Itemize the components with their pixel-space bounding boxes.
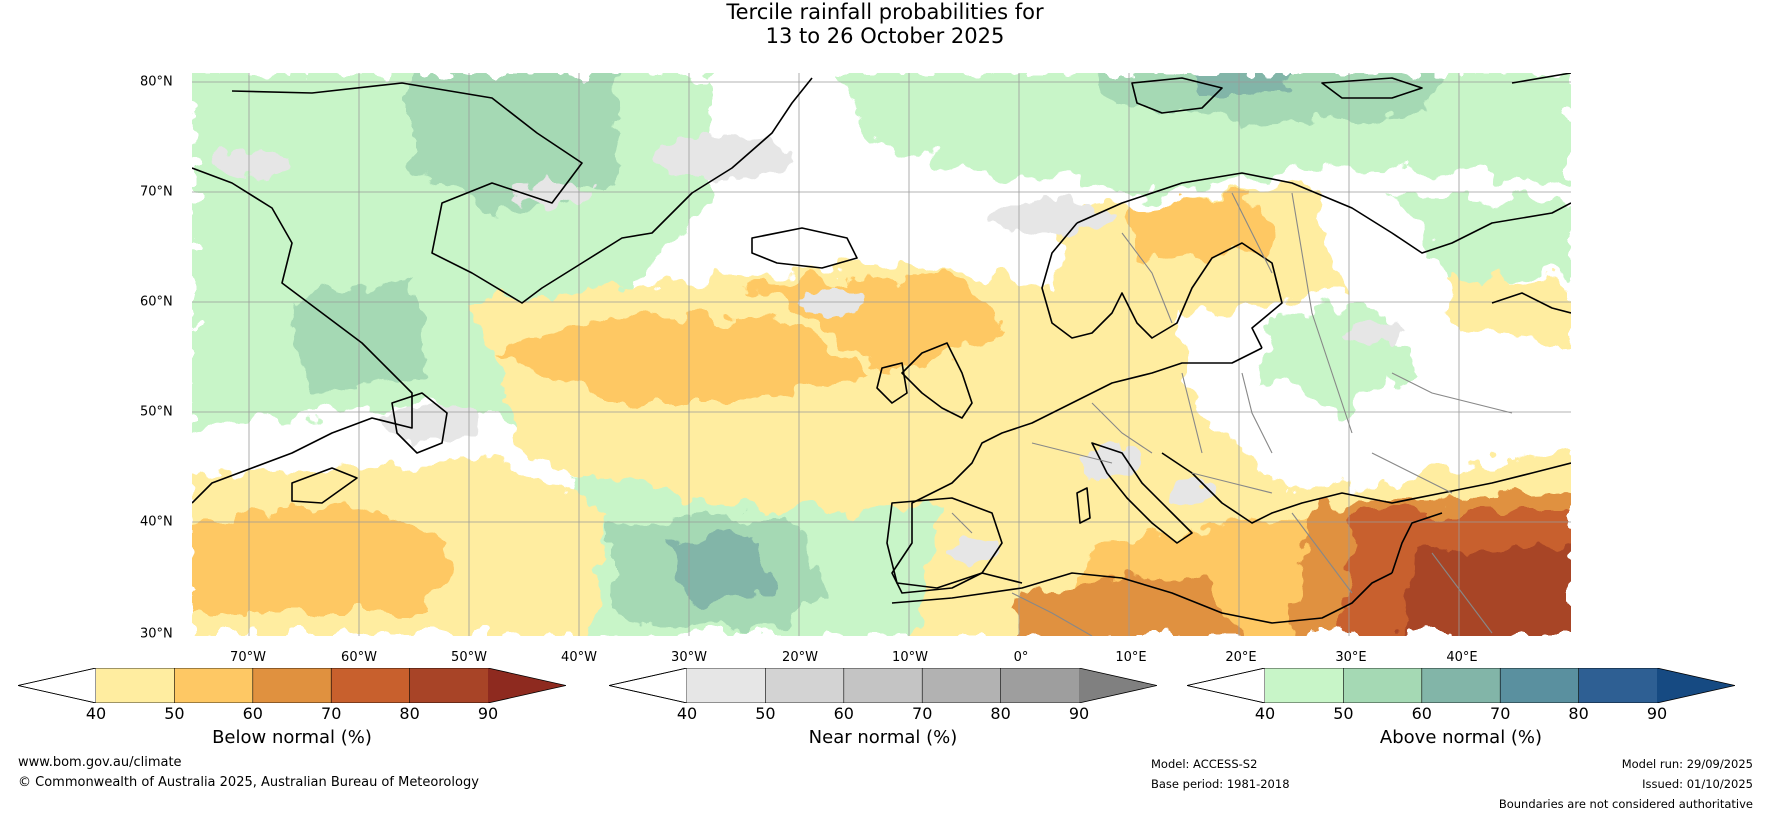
lon-label-10e: 10°E (1115, 650, 1147, 665)
lon-label-30e: 30°E (1335, 650, 1367, 665)
colorbar-segment (1343, 668, 1423, 703)
footer-model: Model: ACCESS-S2 (1151, 757, 1258, 771)
colorbar-max-extension (488, 668, 566, 703)
colorbar-segment (174, 668, 254, 703)
colorbar-segment (409, 668, 489, 703)
chart-title: Tercile rainfall probabilities for 13 to… (0, 0, 1770, 48)
rainfall-probability-map (192, 73, 1571, 636)
colorbar-tick-label: 90 (477, 704, 499, 723)
colorbar-tick-label: 40 (1254, 704, 1276, 723)
colorbar-segment (1500, 668, 1580, 703)
lat-label-40n: 40°N (140, 514, 173, 530)
lon-label-20w: 20°W (782, 650, 818, 665)
footer-issued: Issued: 01/10/2025 (1642, 777, 1753, 791)
footer-disclaimer: Boundaries are not considered authoritat… (1498, 797, 1753, 811)
colorbar-tick-label: 70 (321, 704, 342, 723)
colorbar-svg-above-normal (1186, 667, 1736, 704)
map-canvas (192, 73, 1571, 636)
colorbar-segment (765, 668, 845, 703)
colorbar-tick-label: 60 (242, 704, 263, 723)
colorbar-tick-label: 60 (833, 704, 854, 723)
lon-label-70w: 70°W (230, 650, 266, 665)
colorbar-above-normal (1186, 667, 1736, 704)
colorbar-tick-label: 60 (1411, 704, 1432, 723)
lat-label-60n: 60°N (140, 294, 173, 310)
footer-website: www.bom.gov.au/climate (18, 755, 182, 770)
legend-title-near-normal: Near normal (%) (808, 727, 958, 748)
colorbar-segment (1000, 668, 1080, 703)
lon-label-50w: 50°W (451, 650, 487, 665)
lat-label-50n: 50°N (140, 404, 173, 420)
footer-model-run: Model run: 29/09/2025 (1621, 757, 1753, 771)
probability-shading (192, 73, 1571, 636)
colorbar-tick-label: 70 (1490, 704, 1511, 723)
title-line-2: 13 to 26 October 2025 (765, 24, 1005, 48)
colorbar-below-normal (17, 667, 567, 704)
colorbar-segment (1578, 668, 1658, 703)
colorbar-segment (1265, 668, 1344, 703)
lon-label-40e: 40°E (1446, 650, 1478, 665)
title-line-1: Tercile rainfall probabilities for (726, 0, 1044, 24)
legend-title-below-normal: Below normal (%) (212, 727, 372, 748)
lat-label-30n: 30°N (140, 626, 173, 642)
colorbar-tick-label: 40 (676, 704, 698, 723)
footer-copyright: © Commonwealth of Australia 2025, Austra… (18, 775, 479, 790)
coastlines (192, 73, 1571, 624)
lon-label-0: 0° (1013, 650, 1029, 665)
colorbar-segment (687, 668, 766, 703)
colorbar-svg-near-normal (608, 667, 1158, 704)
colorbar-svg-below-normal (17, 667, 567, 704)
colorbar-tick-label: 70 (912, 704, 933, 723)
colorbar-near-normal (608, 667, 1158, 704)
colorbar-tick-label: 40 (85, 704, 107, 723)
country-borders (951, 192, 1513, 636)
colorbar-tick-label: 90 (1646, 704, 1668, 723)
colorbar-tick-label: 90 (1068, 704, 1090, 723)
colorbar-segment (252, 668, 332, 703)
colorbar-tick-label: 80 (399, 704, 420, 723)
footer-base-period: Base period: 1981-2018 (1151, 777, 1290, 791)
colorbar-segment (1421, 668, 1501, 703)
lat-label-80n: 80°N (140, 74, 173, 90)
colorbar-tick-label: 50 (755, 704, 776, 723)
colorbar-segment (96, 668, 175, 703)
colorbar-max-extension (1079, 668, 1157, 703)
colorbar-tick-label: 50 (1333, 704, 1354, 723)
colorbar-min-extension (17, 667, 97, 704)
lon-label-10w: 10°W (892, 650, 928, 665)
colorbar-segment (922, 668, 1002, 703)
colorbar-segment (331, 668, 411, 703)
colorbar-tick-label: 80 (1568, 704, 1589, 723)
colorbar-max-extension (1657, 668, 1735, 703)
colorbar-min-extension (1186, 667, 1266, 704)
colorbar-min-extension (608, 667, 688, 704)
lon-label-60w: 60°W (341, 650, 377, 665)
lon-label-30w: 30°W (671, 650, 707, 665)
lat-label-70n: 70°N (140, 184, 173, 200)
lon-label-40w: 40°W (561, 650, 597, 665)
colorbar-tick-label: 80 (990, 704, 1011, 723)
colorbar-segment (843, 668, 923, 703)
colorbar-tick-label: 50 (164, 704, 185, 723)
legend-title-above-normal: Above normal (%) (1379, 727, 1543, 748)
lon-label-20e: 20°E (1225, 650, 1257, 665)
